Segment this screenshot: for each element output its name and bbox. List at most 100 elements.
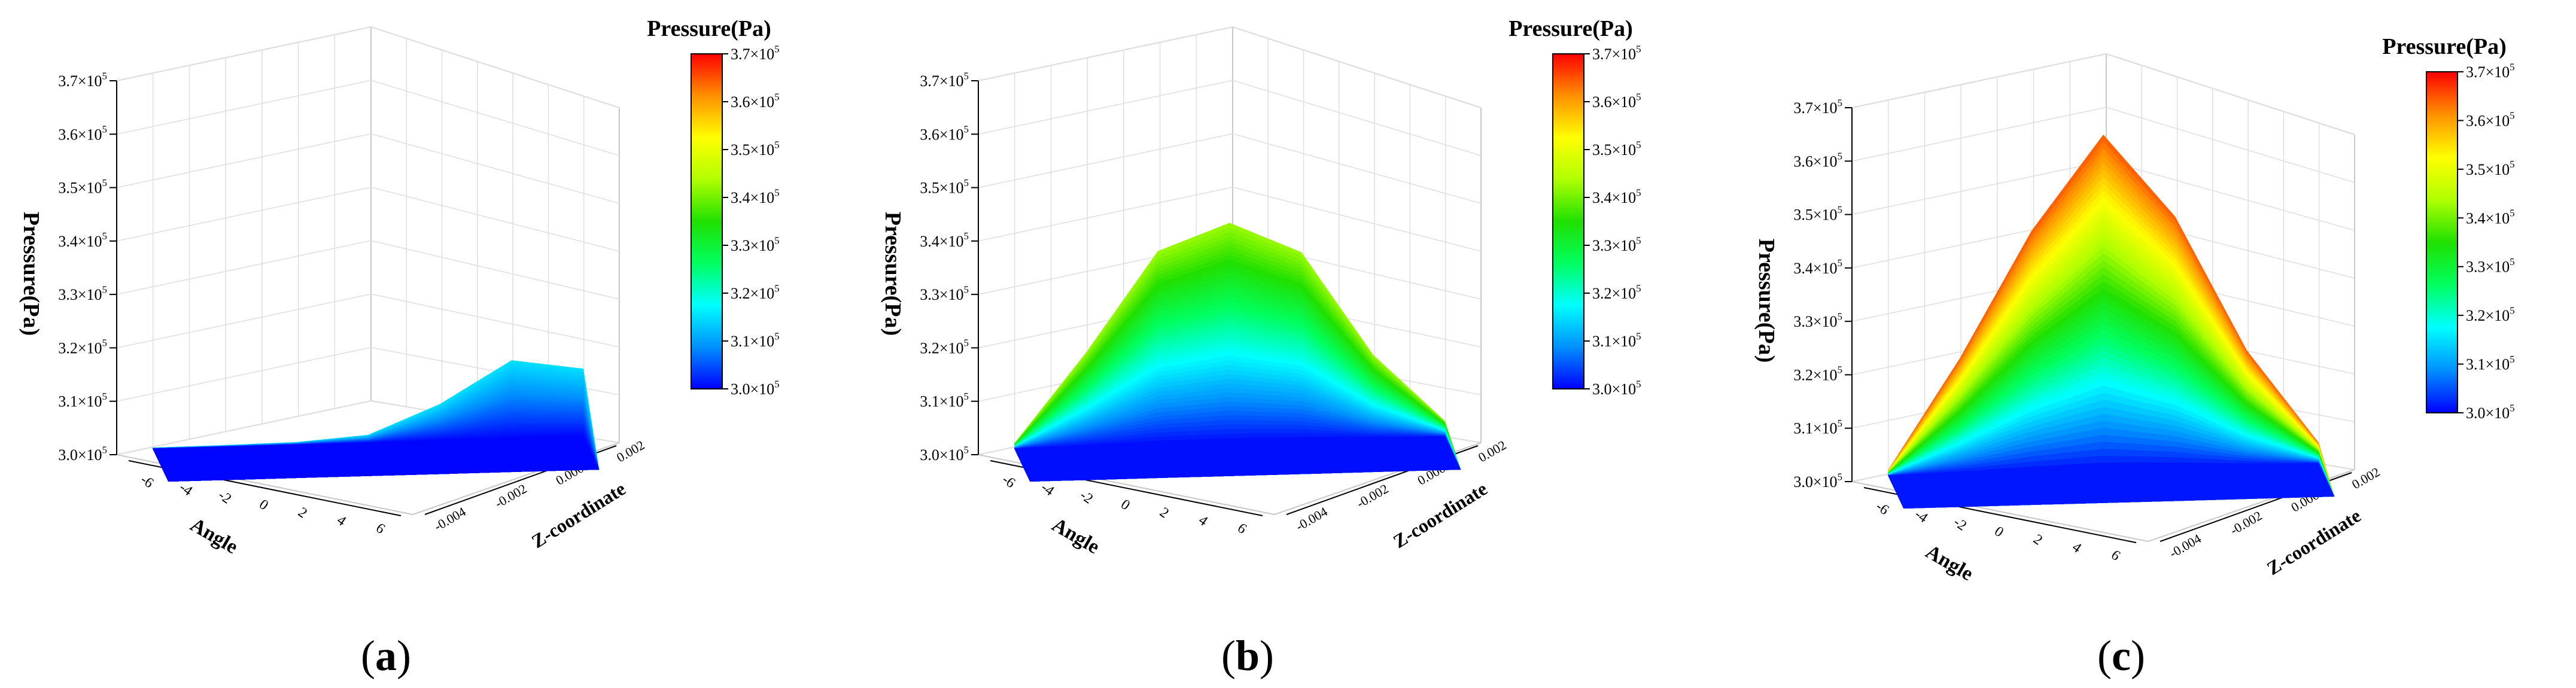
colorbar-tick-label: 3.1×105 xyxy=(2466,354,2515,373)
angle-axis-title: Angle xyxy=(187,514,242,559)
angle-tick-label: 6 xyxy=(1234,520,1249,537)
colorbar-tick-label: 3.5×105 xyxy=(2466,159,2515,178)
chart-panel-c: 3.0×105 3.1×105 3.2×105 3.3×105 3.4×105 3.5×1… xyxy=(1754,34,2515,680)
colorbar-tick-label: 3.5×105 xyxy=(1592,139,1641,159)
angle-tick-label: -4 xyxy=(1912,507,1930,526)
pressure-tick-label: 3.3×105 xyxy=(58,284,107,303)
pressure-tick-label: 3.0×105 xyxy=(920,444,969,464)
angle-axis-title: Angle xyxy=(1922,541,1977,586)
gridline xyxy=(978,80,1482,156)
colorbar-tick-label: 3.1×105 xyxy=(731,330,780,350)
angle-tick-label: -6 xyxy=(1873,498,1891,518)
angle-axis-title: Angle xyxy=(1048,514,1103,559)
pressure-tick-label: 3.1×105 xyxy=(58,391,107,410)
angle-tick-label: -2 xyxy=(1951,515,1969,534)
pressure-tick-label: 3.3×105 xyxy=(920,284,969,303)
angle-tick-label: 6 xyxy=(2108,547,2123,564)
panel-caption: (b) xyxy=(1221,632,1274,680)
colorbar-tick-label: 3.3×105 xyxy=(731,235,780,254)
pressure-tick-label: 3.6×105 xyxy=(1793,151,1842,171)
colorbar-title: Pressure(Pa) xyxy=(647,16,771,41)
panel-caption: (a) xyxy=(361,632,411,680)
colorbar-tick-label: 3.3×105 xyxy=(1592,235,1641,254)
gridline xyxy=(116,133,620,204)
colorbar-gradient xyxy=(691,53,723,389)
gridline xyxy=(1851,106,2355,183)
zcoordinate-tick-label: -0.004 xyxy=(2167,531,2204,561)
colorbar-tick-label: 3.0×105 xyxy=(731,378,780,398)
angle-tick-label: 6 xyxy=(373,520,388,537)
pressure-tick-label: 3.6×105 xyxy=(58,124,107,144)
colorbar-tick-label: 3.7×105 xyxy=(1592,43,1641,63)
zcoordinate-tick-label: -0.004 xyxy=(431,504,469,534)
angle-tick-label: 2 xyxy=(1157,504,1172,521)
pressure-surface xyxy=(1888,135,2335,509)
colorbar-tick-label: 3.6×105 xyxy=(1592,91,1641,111)
pressure-tick-label: 3.0×105 xyxy=(1793,471,1842,491)
pressure-axis-title: Pressure(Pa) xyxy=(19,212,44,336)
colorbar-tick-label: 3.0×105 xyxy=(1592,378,1641,398)
colorbar-gradient xyxy=(2426,71,2458,413)
pressure-axis: 3.0×105 3.1×105 3.2×105 3.3×105 3.4×105 3.5×1… xyxy=(920,70,979,464)
panel-caption: (c) xyxy=(2097,632,2145,680)
angle-tick-label: -2 xyxy=(1077,488,1096,507)
chart-panel-b: 3.0×105 3.1×105 3.2×105 3.3×105 3.4×105 3.5×1… xyxy=(880,16,1641,680)
colorbar-tick-label: 3.2×105 xyxy=(1592,282,1641,302)
box-top-edge xyxy=(978,26,1482,108)
pressure-tick-label: 3.3×105 xyxy=(1793,310,1842,330)
gridline xyxy=(978,187,1482,252)
gridline xyxy=(116,293,620,349)
colorbar-tick-label: 3.3×105 xyxy=(2466,256,2515,276)
colorbar-title: Pressure(Pa) xyxy=(1509,16,1633,41)
surface-band xyxy=(1888,462,2335,509)
pressure-tick-label: 3.2×105 xyxy=(58,337,107,357)
colorbar-tick-label: 3.6×105 xyxy=(2466,110,2515,130)
gridline xyxy=(116,26,620,108)
pressure-axis: 3.0×105 3.1×105 3.2×105 3.3×105 3.4×105 3.5×1… xyxy=(1793,97,1853,491)
angle-tick-label: -4 xyxy=(177,480,195,500)
pressure-axis-title: Pressure(Pa) xyxy=(1754,239,1779,363)
angle-tick-label: 4 xyxy=(2069,539,2084,556)
colorbar-gradient xyxy=(1552,53,1584,389)
pressure-tick-label: 3.1×105 xyxy=(1793,418,1842,437)
surface-band xyxy=(153,435,600,482)
pressure-tick-label: 3.4×105 xyxy=(920,230,969,250)
colorbar-tick-label: 3.5×105 xyxy=(731,139,780,159)
pressure-tick-label: 3.5×105 xyxy=(1793,204,1842,224)
colorbar: Pressure(Pa) 3.0×105 3.1×105 3.2×105 3.3×105… xyxy=(647,16,779,398)
angle-tick-label: 0 xyxy=(1118,497,1133,513)
colorbar-tick-label: 3.2×105 xyxy=(731,282,780,302)
zcoordinate-axis-title: Z-coordinate xyxy=(528,477,629,552)
angle-tick-label: -2 xyxy=(215,488,234,507)
colorbar: Pressure(Pa) 3.0×105 3.1×105 3.2×105 3.3×105… xyxy=(2382,34,2514,422)
pressure-surface xyxy=(153,360,600,482)
colorbar-tick-label: 3.7×105 xyxy=(2466,61,2515,81)
pressure-tick-label: 3.6×105 xyxy=(920,124,969,144)
pressure-tick-label: 3.2×105 xyxy=(1793,364,1842,384)
pressure-tick-label: 3.5×105 xyxy=(920,177,969,197)
colorbar-tick-label: 3.4×105 xyxy=(1592,187,1641,206)
angle-tick-label: -6 xyxy=(999,471,1018,491)
colorbar-tick-label: 3.6×105 xyxy=(731,91,780,111)
angle-tick-label: 0 xyxy=(1991,523,2006,540)
angle-tick-label: 2 xyxy=(2030,531,2045,548)
colorbar-title: Pressure(Pa) xyxy=(2382,34,2507,59)
surface-band xyxy=(1014,436,1461,482)
pressure-tick-label: 3.1×105 xyxy=(920,391,969,410)
gridline xyxy=(116,80,620,156)
pressure-tick-label: 3.7×105 xyxy=(1793,97,1842,117)
colorbar-tick-label: 3.7×105 xyxy=(731,43,780,63)
box-top-edge xyxy=(1851,53,2355,135)
angle-tick-label: -4 xyxy=(1038,480,1057,500)
chart-panel-a: 3.0×105 3.1×105 3.2×105 3.3×105 3.4×105 3.5×1… xyxy=(19,16,780,680)
pressure-tick-label: 3.7×105 xyxy=(920,70,969,90)
pressure-tick-label: 3.0×105 xyxy=(58,444,107,464)
gridline xyxy=(116,187,620,252)
pressure-axis-title: Pressure(Pa) xyxy=(880,212,905,336)
pressure-tick-label: 3.4×105 xyxy=(58,230,107,250)
angle-tick-label: 0 xyxy=(256,497,271,513)
gridline xyxy=(116,240,620,300)
colorbar-tick-label: 3.2×105 xyxy=(2466,305,2515,324)
zcoordinate-axis-title: Z-coordinate xyxy=(1389,477,1491,552)
